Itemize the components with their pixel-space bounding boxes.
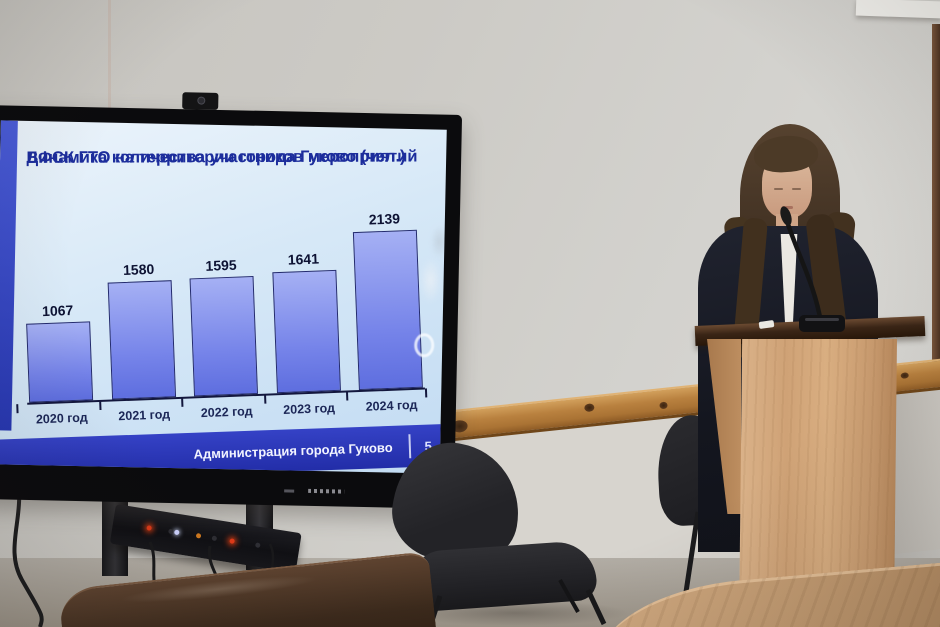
bar-value-label: 1067 <box>41 301 74 320</box>
presenter-shirt <box>780 234 798 330</box>
wall-seam <box>108 0 111 112</box>
webcam <box>182 92 219 110</box>
bar-group: 2139 2024 год <box>352 210 423 414</box>
webcam-lens <box>197 96 206 105</box>
bar-value-label: 2139 <box>368 210 401 228</box>
presenter-eye <box>792 188 801 190</box>
bar-value-label: 1580 <box>122 260 155 279</box>
gooseneck-microphone <box>780 206 845 332</box>
bar <box>107 280 176 400</box>
display-screen: Динамика количества участников мероприят… <box>0 120 447 474</box>
bar-group: 1595 2022 год <box>189 256 259 420</box>
x-axis-label: 2020 год <box>35 410 88 427</box>
bar <box>271 269 341 394</box>
slide-footer-banner: Администрация города Гуково 5 <box>0 423 447 474</box>
bar <box>189 276 259 397</box>
x-axis-label: 2022 год <box>200 404 253 421</box>
screen-glare <box>430 224 447 259</box>
chair-leg <box>683 511 701 593</box>
slide-title: Динамика количества участников мероприят… <box>26 144 430 166</box>
tv-logo <box>284 489 295 493</box>
bar-group: 1641 2023 год <box>271 250 341 417</box>
bar <box>26 321 94 403</box>
slide-side-band <box>0 120 18 431</box>
footer-divider <box>408 434 412 459</box>
slide-title-line2: ВФСК ГТО на территории города Гуково (че… <box>26 147 406 167</box>
screen-glare-ring <box>413 333 435 358</box>
presenter-eye <box>774 188 783 190</box>
x-axis-label: 2024 год <box>365 397 418 414</box>
interactive-display: Динамика количества участников мероприят… <box>0 92 463 509</box>
screen-glare <box>419 257 443 304</box>
bar-group: 1067 2020 год <box>25 301 94 426</box>
ceiling-fixture <box>855 0 940 19</box>
presenter-lips <box>782 206 793 209</box>
x-axis-label: 2023 год <box>283 400 336 417</box>
x-axis-label: 2021 год <box>118 407 171 424</box>
slide-footer-text: Администрация города Гуково <box>193 439 393 462</box>
door-frame <box>932 24 940 369</box>
bar-value-label: 1595 <box>205 256 237 274</box>
bar-group: 1580 2021 год <box>106 260 176 423</box>
bar-chart: 1067 2020 год 1580 2021 год 1595 2022 год 1641… <box>20 210 425 426</box>
bar-value-label: 1641 <box>287 250 320 268</box>
bar <box>352 229 423 391</box>
podium-side-panel <box>707 339 741 514</box>
tv-control-buttons <box>308 488 345 494</box>
